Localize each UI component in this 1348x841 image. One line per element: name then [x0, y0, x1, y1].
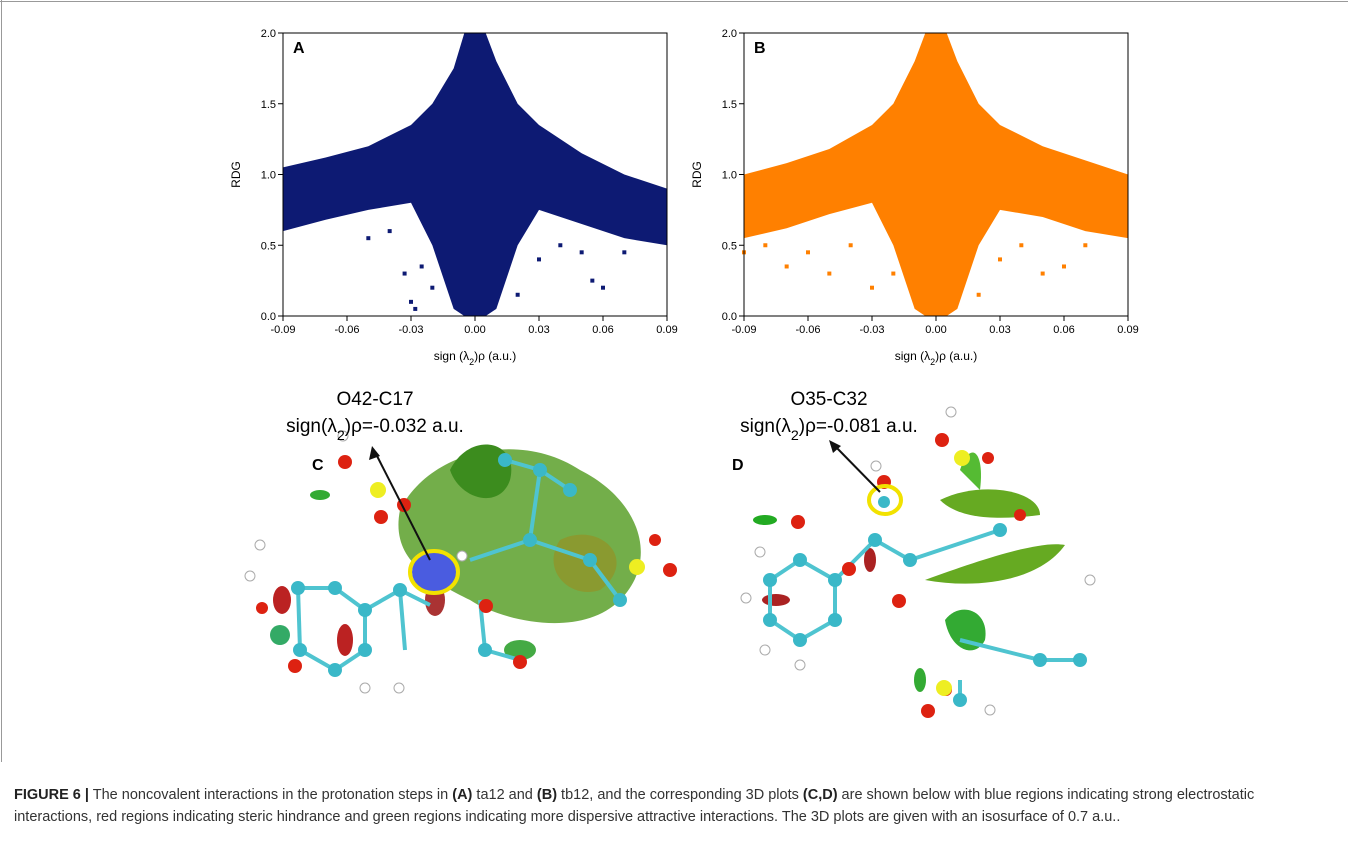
x-axis-label-part: 2 [930, 357, 935, 367]
x-axis-label-part: sign (λ [895, 349, 930, 363]
x-axis-label-part: )ρ (a.u.) [474, 349, 516, 363]
point [1062, 264, 1066, 269]
x-axis-label: sign (λ2)ρ (a.u.) [434, 349, 517, 367]
point [590, 278, 595, 283]
point [806, 250, 810, 255]
caption-segment: (A) [452, 787, 473, 803]
point [402, 271, 407, 276]
point [579, 250, 584, 255]
point [827, 271, 832, 276]
x-tick-label: 0.09 [1117, 324, 1138, 336]
annotation-part: )ρ=-0.032 a.u. [345, 416, 464, 437]
y-axis-label: RDG [229, 161, 243, 188]
x-tick-label: 0.06 [592, 324, 613, 336]
point [366, 236, 371, 241]
panel-label: D [732, 457, 744, 474]
x-tick-label: -0.09 [731, 324, 756, 336]
y-tick-label: 1.0 [261, 170, 276, 182]
y-tick-label: 2.0 [722, 28, 737, 40]
point [1083, 243, 1088, 248]
y-tick-label: 1.0 [722, 170, 737, 182]
bond-label: O42-C17 [336, 389, 413, 410]
point [537, 257, 541, 262]
caption-segment: FIGURE 6 | [14, 787, 89, 803]
x-tick-label: -0.06 [795, 324, 820, 336]
point-cloud [744, 33, 1128, 316]
caption-segment: The noncovalent interactions in the prot… [88, 787, 453, 803]
x-tick-label: 0.00 [464, 324, 485, 336]
caption: FIGURE 6 | The noncovalent interactions … [14, 784, 1334, 828]
x-tick-label: 0.03 [528, 324, 549, 336]
point [870, 285, 874, 290]
y-axis-label: RDG [690, 161, 704, 188]
point [784, 264, 789, 269]
x-axis-label-part: 2 [469, 357, 474, 367]
annotation: sign(λ2)ρ=-0.081 a.u. [740, 416, 918, 444]
annotation: sign(λ2)ρ=-0.032 a.u. [286, 416, 464, 444]
x-axis-label: sign (λ2)ρ (a.u.) [895, 349, 978, 367]
y-tick-label: 0.5 [722, 240, 737, 252]
y-tick-label: 0.0 [261, 311, 276, 323]
point [387, 229, 392, 234]
molecule-c [244, 430, 677, 694]
x-axis-label-part: )ρ (a.u.) [935, 349, 977, 363]
y-tick-label: 0.0 [722, 311, 737, 323]
point [515, 292, 520, 297]
point [763, 243, 768, 248]
x-tick-label: 0.06 [1053, 324, 1074, 336]
point [558, 243, 563, 248]
caption-segment: are shown below with blue regions indica… [14, 787, 1255, 825]
annotation-part: sign(λ [286, 416, 337, 437]
y-tick-label: 1.5 [722, 99, 737, 111]
x-tick-label: -0.03 [398, 324, 423, 336]
point [419, 264, 424, 269]
point [430, 285, 435, 290]
point [976, 292, 981, 297]
x-tick-label: 0.09 [656, 324, 677, 336]
y-tick-label: 2.0 [261, 28, 276, 40]
point [891, 271, 896, 276]
point [409, 299, 413, 304]
point [622, 250, 627, 255]
x-tick-label: 0.00 [925, 324, 946, 336]
annotation-part: 2 [337, 428, 345, 444]
caption-segment: ta12 and [472, 787, 537, 803]
x-tick-label: -0.06 [334, 324, 359, 336]
caption-segment: tb12, and the corresponding 3D plots [557, 787, 803, 803]
annotation-part: 2 [791, 428, 799, 444]
panel-label: A [293, 40, 305, 57]
panel-label: B [754, 40, 766, 57]
point [848, 243, 853, 248]
point [1019, 243, 1024, 248]
annotation-part: sign(λ [740, 416, 791, 437]
x-tick-label: -0.03 [859, 324, 884, 336]
panel-label: C [312, 457, 324, 474]
y-tick-label: 1.5 [261, 99, 276, 111]
molecule-d [740, 406, 1096, 718]
x-tick-label: 0.03 [989, 324, 1010, 336]
caption-segment: (C,D) [802, 787, 838, 803]
annotation-part: )ρ=-0.081 a.u. [799, 416, 918, 437]
point [998, 257, 1002, 262]
point [601, 285, 605, 290]
point [1040, 271, 1045, 276]
x-tick-label: -0.09 [270, 324, 295, 336]
caption-segment: (B) [536, 787, 558, 803]
point [413, 306, 418, 311]
y-tick-label: 0.5 [261, 240, 276, 252]
x-axis-label-part: sign (λ [434, 349, 469, 363]
point-cloud [283, 33, 667, 316]
bond-label: O35-C32 [790, 389, 867, 410]
